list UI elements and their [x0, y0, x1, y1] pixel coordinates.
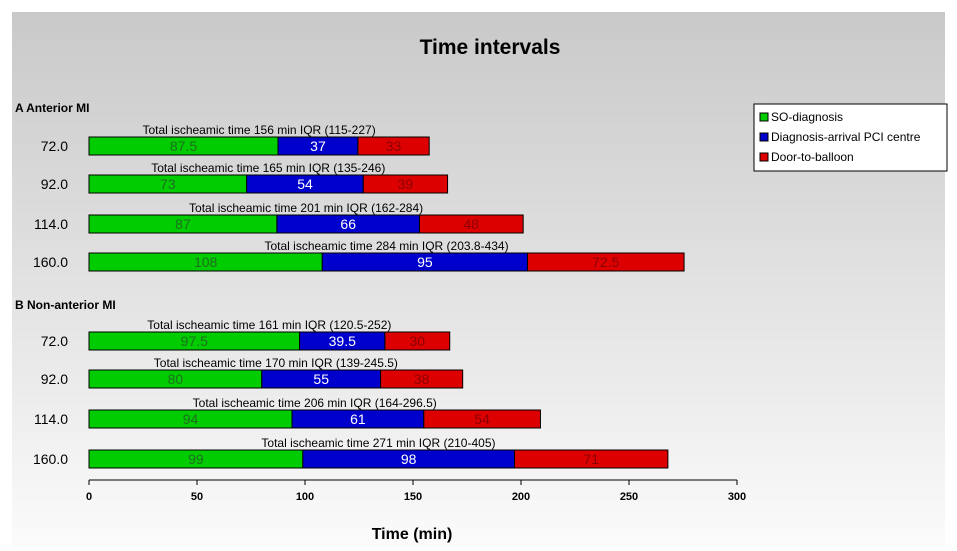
bar-segment-door-to-balloon — [514, 449, 669, 469]
category-label: 72.0 — [41, 138, 68, 154]
legend-swatch-diagnosis-arrival — [759, 132, 769, 142]
x-axis-title: Time (min) — [372, 526, 453, 543]
total-time-annotation: Total ischeamic time 165 min IQR (135-24… — [151, 161, 385, 175]
total-time-annotation: Total ischeamic time 201 min IQR (162-28… — [189, 201, 423, 215]
total-time-annotation: Total ischeamic time 284 min IQR (203.8-… — [264, 239, 508, 253]
bar-segment-door-to-balloon — [418, 214, 524, 234]
data-label-so-diagnosis: 73 — [160, 176, 176, 192]
legend-swatch-door-to-balloon — [759, 152, 769, 162]
data-label-diagnosis-arrival-pci-centre: 39.5 — [329, 333, 356, 349]
bar-segment-door-to-balloon — [357, 136, 430, 156]
data-label-door-to-balloon: 54 — [474, 411, 490, 427]
bar-segment-door-to-balloon — [423, 409, 541, 429]
data-label-so-diagnosis: 97.5 — [181, 333, 208, 349]
x-tick-label: 100 — [296, 491, 314, 503]
category-label: 72.0 — [41, 333, 68, 349]
category-label: 92.0 — [41, 371, 68, 387]
legend-box — [753, 103, 948, 172]
legend-label-diagnosis-arrival: Diagnosis-arrival PCI centre — [771, 130, 921, 144]
data-label-door-to-balloon: 33 — [386, 138, 402, 154]
category-label: 114.0 — [34, 216, 68, 232]
x-axis: 0 50 100 150 200 250 300 — [86, 479, 746, 503]
data-label-so-diagnosis: 80 — [168, 371, 184, 387]
data-label-door-to-balloon: 30 — [410, 333, 426, 349]
data-label-diagnosis-arrival-pci-centre: 61 — [350, 411, 366, 427]
legend-label-so-diagnosis: SO-diagnosis — [771, 110, 843, 124]
x-tick-label: 300 — [728, 491, 746, 503]
x-tick-label: 150 — [404, 491, 422, 503]
bar-segment-door-to-balloon — [362, 174, 449, 194]
data-label-so-diagnosis: 108 — [194, 254, 218, 270]
x-tick-label: 0 — [86, 491, 92, 503]
data-label-diagnosis-arrival-pci-centre: 98 — [401, 451, 417, 467]
bars-layer: A Anterior MI 72.0 87.5 37 33 Total isch​eami… — [15, 101, 685, 469]
data-label-door-to-balloon: 72.5 — [592, 254, 619, 270]
data-label-diagnosis-arrival-pci-centre: 55 — [313, 371, 329, 387]
group-label-a-anterior-mi: A Anterior MI — [15, 101, 89, 115]
legend-label-door-to-balloon: Door-to-balloon — [771, 150, 854, 164]
x-tick-label: 250 — [620, 491, 638, 503]
legend: SO-diagnosis Diagnosis-arrival PCI centr… — [753, 103, 948, 172]
data-label-door-to-balloon: 38 — [414, 371, 430, 387]
bar-segment-door-to-balloon — [526, 252, 685, 272]
data-label-door-to-balloon: 71 — [583, 451, 599, 467]
x-tick-label: 50 — [191, 491, 203, 503]
data-label-door-to-balloon: 39 — [398, 176, 414, 192]
category-label: 160.0 — [33, 254, 68, 270]
data-label-so-diagnosis: 87 — [175, 216, 191, 232]
data-label-diagnosis-arrival-pci-centre: 37 — [310, 138, 326, 154]
data-label-door-to-balloon: 48 — [464, 216, 480, 232]
x-tick-label: 200 — [512, 491, 530, 503]
category-label: 92.0 — [41, 176, 68, 192]
legend-swatch-so-diagnosis — [759, 112, 769, 122]
total-time-annotation: Total ischeamic time 271 min IQR (210-40… — [261, 436, 495, 450]
group-label-b-non-anterior-mi: B Non-anterior MI — [15, 298, 116, 312]
data-label-diagnosis-arrival-pci-centre: 54 — [297, 176, 313, 192]
category-label: 160.0 — [33, 451, 68, 467]
total-time-annotation: Total ischeamic time 161 min IQR (120.5-… — [147, 318, 391, 332]
data-label-diagnosis-arrival-pci-centre: 95 — [417, 254, 433, 270]
data-label-so-diagnosis: 99 — [188, 451, 204, 467]
total-time-annotation: Total isch​eamic time 156 min IQR (115-2… — [142, 123, 375, 137]
total-time-annotation: Total ischeamic time 170 min IQR (139-24… — [154, 356, 398, 370]
data-label-diagnosis-arrival-pci-centre: 66 — [340, 216, 356, 232]
bar-segment-door-to-balloon — [380, 369, 464, 389]
total-time-annotation: Total ischeamic time 206 min IQR (164-29… — [193, 396, 437, 410]
bar-segment-door-to-balloon — [384, 331, 451, 351]
data-label-so-diagnosis: 87.5 — [170, 138, 197, 154]
category-label: 114.0 — [34, 411, 68, 427]
chart-title: Time intervals — [420, 36, 561, 59]
data-label-so-diagnosis: 94 — [183, 411, 199, 427]
